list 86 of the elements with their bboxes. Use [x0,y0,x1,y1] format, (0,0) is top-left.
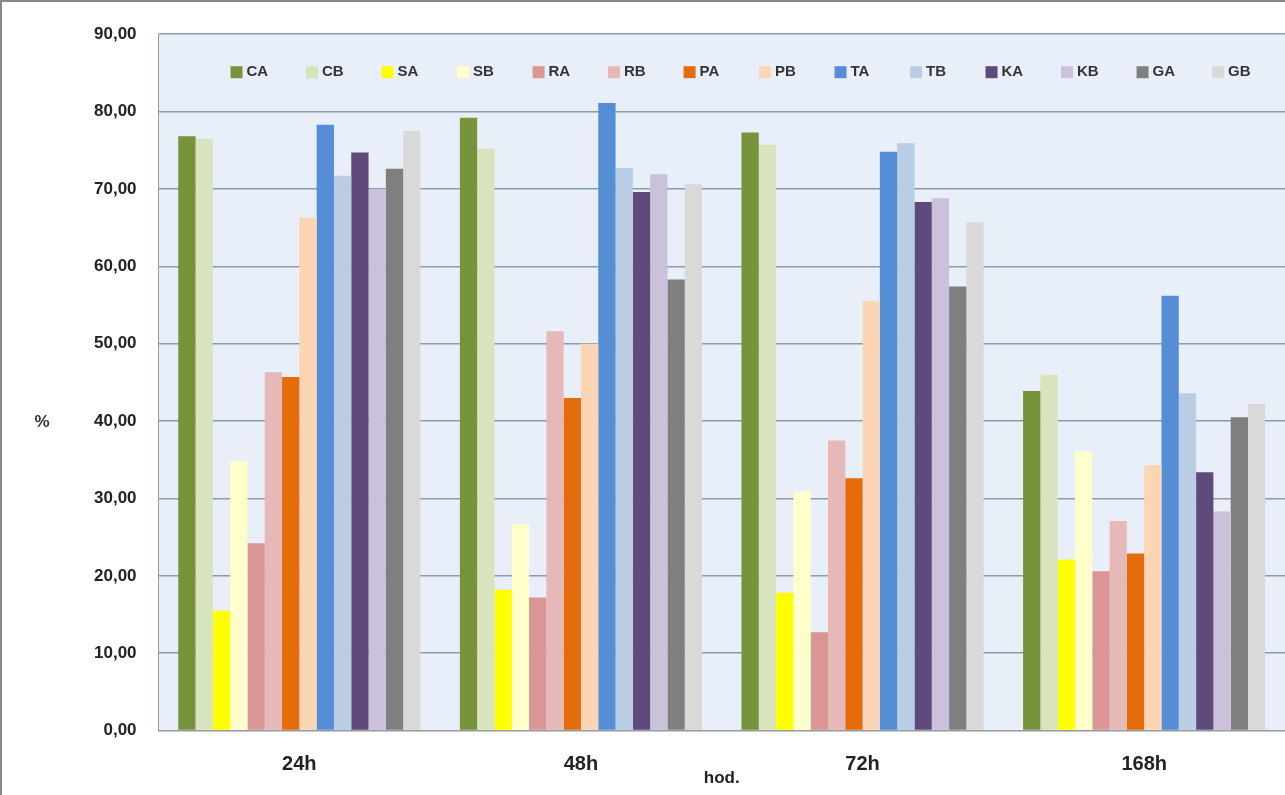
bar [897,143,915,730]
bar [810,632,828,730]
y-tick-label: 70,00 [93,178,137,198]
bar [1040,374,1058,730]
legend-label: TA [850,62,870,80]
bar [299,217,317,730]
bar [403,130,421,730]
bar [1213,511,1231,730]
bar [282,376,300,730]
bar [793,491,811,730]
bar [598,103,616,730]
bar [684,184,703,730]
legend-label: GB [1228,62,1251,80]
bar [1057,559,1075,730]
bar [776,592,794,730]
y-tick-label: 10,00 [93,642,137,662]
y-tick-label: 40,00 [93,410,137,430]
bar [351,152,369,730]
bar [1161,295,1179,730]
legend-label: PA [699,62,720,80]
bar [1075,451,1093,730]
bar [1109,520,1127,730]
bar [1126,553,1145,730]
bar [966,222,984,730]
bar [758,144,777,730]
bar [529,597,547,730]
bar [178,136,196,730]
bar [212,610,231,730]
bar [949,286,967,730]
bar [230,461,248,730]
bar [511,524,530,730]
bar [580,343,599,730]
legend-label: RA [548,62,571,80]
bar [615,168,633,730]
legend-label: CA [246,62,269,80]
legend-label: CB [322,62,344,80]
bar [632,192,651,730]
legend-label: PB [775,62,797,80]
bar [385,168,404,730]
bar [264,372,283,730]
y-tick-label: 60,00 [93,256,137,276]
bar [845,478,863,730]
y-tick-label: 90,00 [93,23,137,43]
legend-label: SB [473,62,495,80]
y-tick-label: 0,00 [103,720,137,740]
x-tick-label: 168h [1121,752,1167,775]
bar [494,589,512,730]
legend-label: SA [397,62,419,80]
bar [1230,417,1248,730]
bar [247,543,265,730]
bar [1023,390,1041,730]
y-axis-title: % [34,412,50,432]
y-tick-label: 30,00 [93,488,137,508]
bar [827,440,846,730]
bar [650,174,668,730]
bar [1247,404,1266,730]
bar [667,279,685,730]
bar [459,117,478,730]
bar [563,397,581,730]
x-tick-label: 48h [563,752,599,775]
legend-label: RB [624,62,646,80]
x-tick-label: 72h [845,752,880,775]
y-tick-label: 80,00 [93,101,137,121]
legend-label: GA [1152,62,1176,80]
x-axis-title: hod. [703,768,740,788]
bar [1196,472,1214,730]
bar [879,151,898,730]
bar [316,124,334,730]
bar [1144,465,1162,730]
legend-label: TB [926,62,947,80]
legend-label: KA [1001,62,1024,80]
y-tick-label: 20,00 [93,565,137,585]
y-tick-label: 50,00 [93,333,137,353]
bar [195,138,213,730]
bar [862,301,880,730]
bar [1092,571,1110,730]
legend-label: KB [1077,62,1099,80]
bar [546,331,564,730]
x-tick-label: 24h [282,752,317,775]
bar [931,198,950,730]
bar [741,132,759,730]
bar [368,188,386,730]
bar [333,175,352,730]
bar [477,148,495,730]
bar [1178,393,1197,730]
bar [914,202,932,730]
